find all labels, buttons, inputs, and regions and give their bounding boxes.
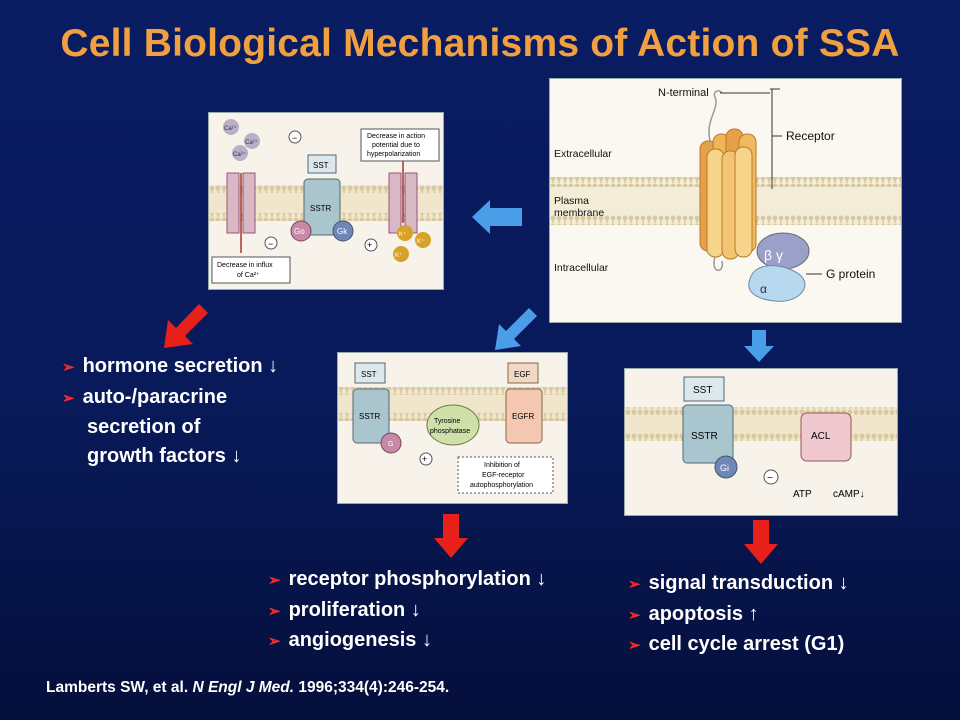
minus-sign: − xyxy=(767,473,773,484)
bullet-arrow-icon: ➢ xyxy=(628,576,641,593)
list-item: ➢ angiogenesis ↓ xyxy=(268,629,432,651)
gk-label: Gk xyxy=(337,227,348,236)
bullet-arrow-icon: ➢ xyxy=(62,359,75,376)
arrow-left-blue-icon xyxy=(472,200,522,234)
list-item: ➢ receptor phosphorylation ↓ xyxy=(268,568,547,590)
egf-receptor-panel: SST SSTR G Tyrosine phosphatase EGF EGFR… xyxy=(337,352,568,504)
list-item: ➢ hormone secretion ↓ xyxy=(62,355,279,377)
g-protein: β γ α xyxy=(748,232,810,302)
alpha-label: α xyxy=(760,282,767,296)
list-item: ➢ proliferation ↓ xyxy=(268,598,421,621)
intracellular-label: Intracellular xyxy=(554,262,609,274)
list-item-continuation: growth factors ↓ xyxy=(87,444,242,467)
citation-authors: Lamberts SW, et al. xyxy=(46,679,189,696)
note-line3: autophosphorylation xyxy=(470,482,533,489)
ca-ion-1: Ca²⁺ xyxy=(224,125,237,132)
go-label: Go xyxy=(294,227,305,236)
list-item: ➢ auto-/paracrine xyxy=(62,385,228,408)
arrow-down-red-icon-right xyxy=(744,520,778,564)
egfr-label: EGFR xyxy=(512,412,534,421)
atp-label: ATP xyxy=(793,489,812,500)
sst-label: SST xyxy=(313,161,329,170)
plus-sign: + xyxy=(367,240,372,250)
list-item: ➢ apoptosis ↑ xyxy=(628,602,759,625)
receptor-diagram-panel: β γ α N-terminal Receptor Extracellular … xyxy=(549,78,902,323)
citation-details: 1996;334(4):246-254. xyxy=(298,679,450,696)
camp-label: cAMP↓ xyxy=(833,489,865,500)
camp-panel: SST SSTR Gi − ACL ATP cAMP↓ xyxy=(624,368,898,516)
bullet-arrow-icon: ➢ xyxy=(62,389,75,407)
tyrosine-label: Tyrosine xyxy=(434,418,461,425)
bullets-left: ➢ hormone secretion ↓ ➢ auto-/paracrine se… xyxy=(62,352,278,470)
note1-line1: Decrease in action xyxy=(367,133,425,140)
extracellular-label: Extracellular xyxy=(554,148,612,160)
beta-gamma-label: β γ xyxy=(764,247,783,263)
sstr-label: SSTR xyxy=(310,204,332,213)
list-item-continuation: secretion of xyxy=(87,416,201,438)
n-terminal-label: N-terminal xyxy=(658,87,709,99)
list-item: ➢ signal transduction ↓ xyxy=(628,572,849,594)
g-protein-label: G protein xyxy=(826,267,875,281)
arrow-down-red-icon-middle xyxy=(434,514,468,558)
note2-line2: of Ca²⁺ xyxy=(237,272,260,279)
bullets-right: ➢ signal transduction ↓ ➢ apoptosis ↑ ➢ cel… xyxy=(628,569,849,661)
arrow-diag-blue-icon xyxy=(495,308,537,350)
note-line2: EGF-receptor xyxy=(482,472,525,479)
bullet-arrow-icon: ➢ xyxy=(268,633,281,650)
minus-sign-2: − xyxy=(268,239,273,249)
gi-label: Gi xyxy=(720,463,729,473)
ca-ion-3: Ca²⁺ xyxy=(233,151,246,158)
bullet-arrow-icon: ➢ xyxy=(268,572,281,589)
bullet-arrow-icon: ➢ xyxy=(268,602,281,620)
sstr-label: SSTR xyxy=(359,412,381,421)
acl-label: ACL xyxy=(811,431,831,442)
k-ion-3: K⁺ xyxy=(395,252,402,259)
bullet-arrow-icon: ➢ xyxy=(628,606,641,624)
arrow-diag-red-icon xyxy=(164,304,208,348)
g-label: G xyxy=(388,441,393,448)
egf-label: EGF xyxy=(514,370,531,379)
note2-line1: Decrease in influx xyxy=(217,262,273,269)
slide-title: Cell Biological Mechanisms of Action of … xyxy=(60,22,900,65)
bullet-arrow-icon: ➢ xyxy=(628,637,641,654)
receptor-label: Receptor xyxy=(786,129,835,143)
k-ion-1: K⁺ xyxy=(399,231,406,238)
sstr-label: SSTR xyxy=(691,431,718,442)
receptor-helices xyxy=(699,90,757,271)
ca-ion-2: Ca²⁺ xyxy=(245,139,258,146)
arrow-down-blue-icon xyxy=(744,330,774,362)
phosphatase-label: phosphatase xyxy=(430,428,470,435)
note-line1: Inhibition of xyxy=(484,462,520,469)
k-ion-2: K⁺ xyxy=(417,238,424,245)
plasma-label: Plasma xyxy=(554,195,589,207)
membrane-label: membrane xyxy=(554,207,604,219)
citation-journal: N Engl J Med. xyxy=(192,679,295,696)
ion-channel-panel: Ca²⁺ Ca²⁺ Ca²⁺ SST SSTR Go Gk K⁺ K⁺ K⁺ −… xyxy=(208,112,444,290)
list-item: ➢ cell cycle arrest (G1) xyxy=(628,633,845,655)
bullets-middle: ➢ receptor phosphorylation ↓ ➢ proliferati… xyxy=(268,565,546,657)
minus-sign-1: − xyxy=(292,133,297,143)
citation: Lamberts SW, et al. N Engl J Med. 1996;3… xyxy=(46,679,449,697)
plus-sign: + xyxy=(422,454,427,464)
sst-label: SST xyxy=(693,385,712,396)
note1-line2: potential due to xyxy=(372,142,420,149)
note1-line3: hyperpolarization xyxy=(367,151,420,158)
sst-label: SST xyxy=(361,370,377,379)
